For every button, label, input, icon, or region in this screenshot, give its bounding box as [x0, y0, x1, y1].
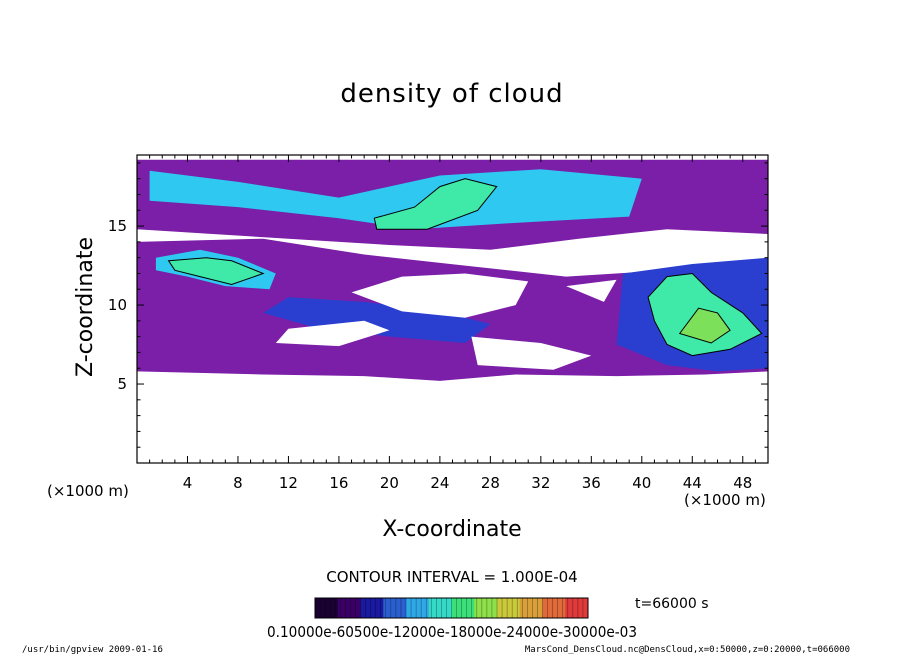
x-tick-label-20: 20 — [380, 474, 399, 492]
colorbar-segment-7 — [451, 598, 475, 618]
x-tick-label-44: 44 — [683, 474, 702, 492]
contour-line-6 — [167, 257, 265, 286]
contour-lines — [167, 178, 763, 357]
x-axis-ticks: 4 8 12 16 20 24 28 32 36 40 44 48 — [149, 155, 756, 492]
cloud-density-field — [137, 159, 768, 381]
colorbar — [315, 598, 589, 618]
x-tick-label-24: 24 — [430, 474, 449, 492]
colorbar-segment-6 — [428, 598, 452, 618]
y-axis-label: Z-coordinate — [73, 237, 98, 377]
colorbar-segment-3 — [360, 598, 384, 618]
colorbar-segment-9 — [497, 598, 521, 618]
x-tick-label-32: 32 — [531, 474, 550, 492]
cloud-region-7 — [263, 297, 491, 343]
x-tick-label-12: 12 — [279, 474, 298, 492]
colorbar-segment-1 — [315, 598, 339, 618]
clear-air-gap-5 — [667, 234, 693, 244]
clear-air-gap-1 — [351, 273, 529, 318]
clear-air-gap-4 — [566, 279, 617, 302]
colorbar-segment-11 — [542, 598, 566, 618]
x-tick-label-4: 4 — [183, 474, 193, 492]
x-axis-unit-right: (×1000 m) — [684, 491, 766, 509]
clear-air-gap-3 — [471, 336, 592, 370]
time-label: t=66000 s — [635, 596, 709, 612]
contour-line-10 — [678, 307, 731, 344]
chart-title: density of cloud — [340, 79, 563, 109]
y-axis-ticks: 5 10 15 — [108, 162, 768, 448]
x-tick-label-36: 36 — [582, 474, 601, 492]
footer-left: /usr/bin/gpview 2009-01-16 — [22, 645, 163, 654]
contour-interval-text: CONTOUR INTERVAL = 1.000E-04 — [326, 568, 577, 586]
contour-line-9 — [647, 272, 763, 357]
x-tick-label-40: 40 — [632, 474, 651, 492]
colorbar-segment-12 — [565, 598, 589, 618]
x-tick-label-8: 8 — [233, 474, 243, 492]
x-axis-label: X-coordinate — [382, 517, 521, 542]
clear-air-gap-2 — [275, 320, 390, 347]
x-tick-label-28: 28 — [481, 474, 500, 492]
colorbar-frame — [314, 597, 589, 619]
x-axis-unit-left: (×1000 m) — [47, 482, 129, 500]
cloud-region-4 — [374, 178, 497, 230]
x-tick-label-16: 16 — [329, 474, 348, 492]
colorbar-segment-10 — [519, 598, 543, 618]
colorbar-segment-2 — [337, 598, 361, 618]
colorbar-segment-8 — [474, 598, 498, 618]
y-tick-label-15: 15 — [108, 217, 127, 235]
colorbar-tick-labels: 0.10000e-60500e-12000e-18000e-24000e-300… — [267, 623, 637, 641]
footer-right: MarsCond_DensCloud.nc@DensCloud,x=0:5000… — [525, 645, 850, 654]
colorbar-segment-4 — [383, 598, 407, 618]
y-tick-label-5: 5 — [117, 375, 127, 393]
x-tick-label-48: 48 — [733, 474, 752, 492]
contour-line-4 — [373, 178, 498, 230]
cloud-region-3 — [149, 169, 642, 230]
y-tick-label-10: 10 — [108, 296, 127, 314]
colorbar-segment-5 — [406, 598, 430, 618]
